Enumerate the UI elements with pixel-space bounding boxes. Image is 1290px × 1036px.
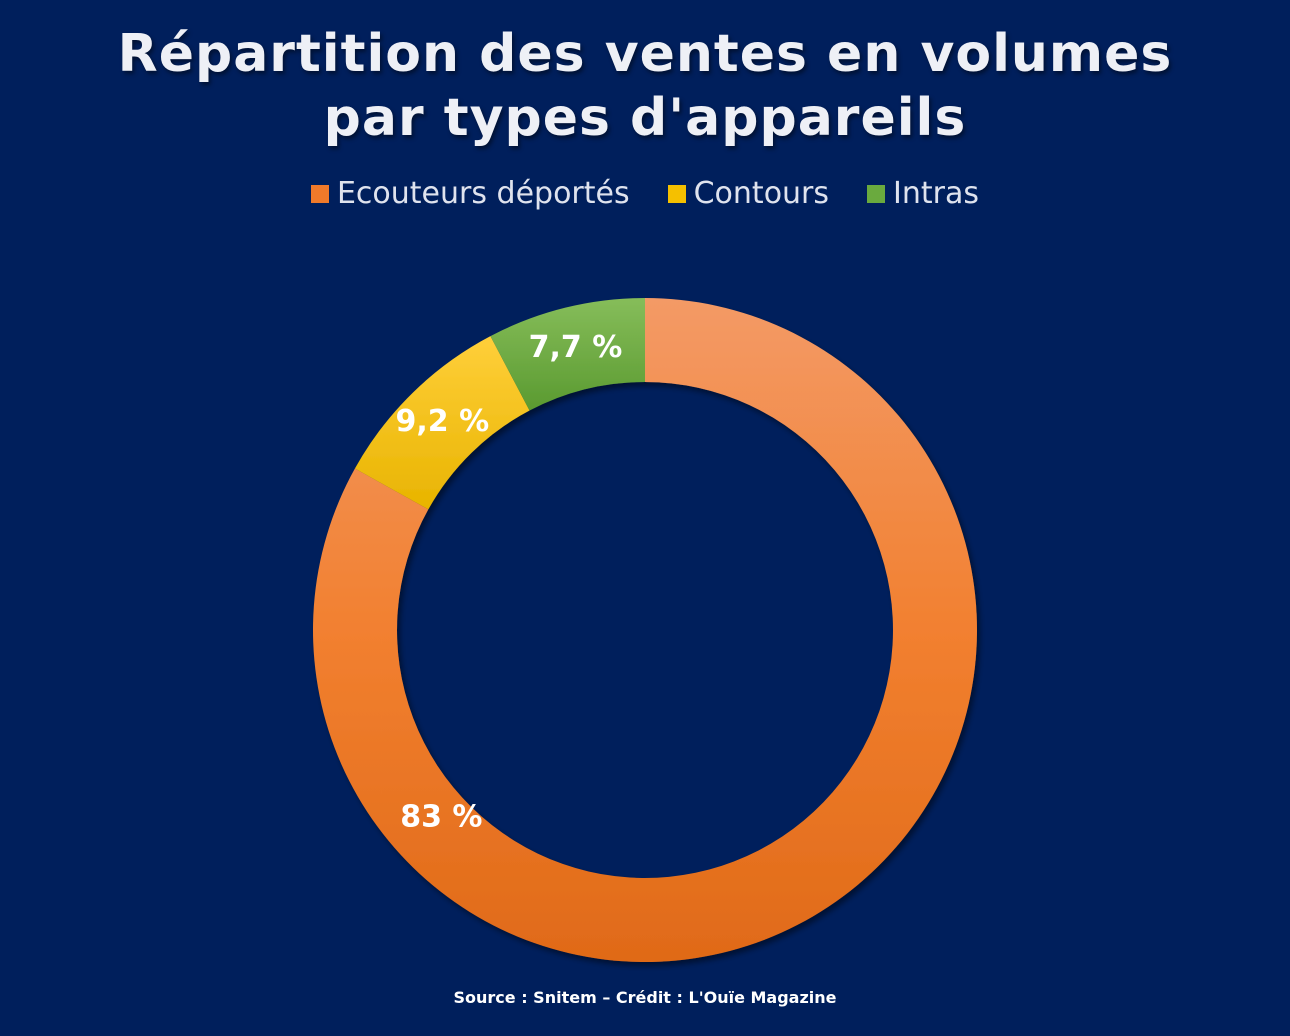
legend-swatch-contours — [667, 184, 686, 203]
source-credit: Source : Snitem – Crédit : L'Ouïe Magazi… — [453, 988, 837, 1007]
legend-item-intras: Intras — [867, 176, 979, 211]
chart-legend: Ecouteurs déportés Contours Intras — [0, 176, 1290, 211]
chart-title-line-2: par types d'appareils — [323, 88, 967, 148]
data-label-intras: 7,7 % — [529, 330, 623, 365]
legend-item-ecouteurs: Ecouteurs déportés — [310, 176, 630, 211]
data-label-ecouteurs: 83 % — [400, 799, 482, 834]
chart-title-line-1: Répartition des ventes en volumes — [117, 24, 1173, 84]
legend-label-contours: Contours — [693, 176, 830, 211]
chart-title: Répartition des ventes en volumes par ty… — [0, 22, 1290, 150]
legend-item-contours: Contours — [667, 176, 830, 211]
legend-swatch-intras — [867, 184, 886, 203]
slice-contours — [354, 336, 530, 510]
slice-intras — [490, 298, 645, 411]
data-label-contours: 9,2 % — [396, 404, 490, 439]
legend-swatch-ecouteurs — [310, 184, 329, 203]
legend-label-ecouteurs: Ecouteurs déportés — [336, 176, 630, 211]
legend-label-intras: Intras — [893, 176, 980, 211]
